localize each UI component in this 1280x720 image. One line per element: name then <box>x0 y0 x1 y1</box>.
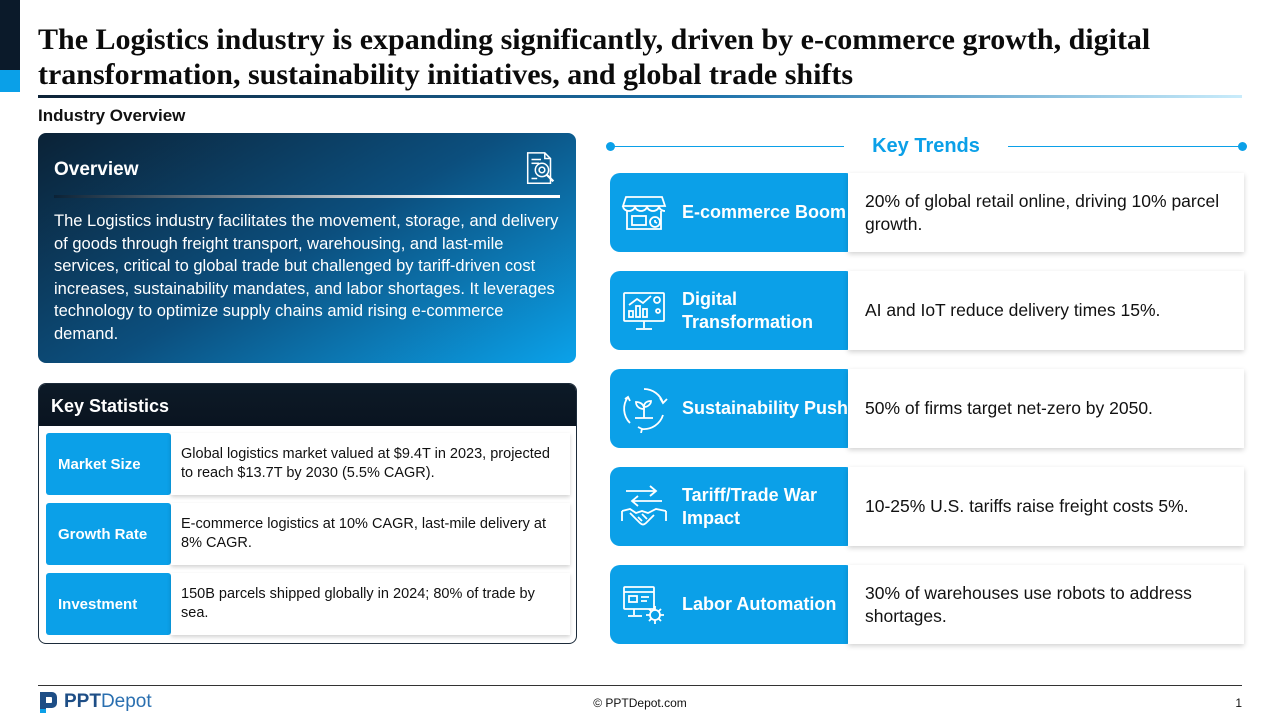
trends-line-right <box>1008 146 1242 147</box>
overview-card: Overview The Logistics industry facilita… <box>38 133 576 363</box>
trend-label: Digital Transformation <box>682 288 814 332</box>
trend-description: 10-25% U.S. tariffs raise freight costs … <box>848 467 1244 546</box>
stat-label: Growth Rate <box>46 503 171 565</box>
trends-line-left <box>610 146 844 147</box>
automation-gear-icon <box>623 586 664 624</box>
section-label: Industry Overview <box>38 106 186 125</box>
handshake-arrows-icon <box>621 485 667 526</box>
stat-label: Investment <box>46 573 171 635</box>
trend-pill: Tariff/Trade War Impact <box>610 467 856 546</box>
overview-divider <box>54 195 560 198</box>
page-title: The Logistics industry is expanding sign… <box>38 23 1151 91</box>
page-number: 1 <box>1235 696 1242 710</box>
trend-pill: Sustainability Push <box>610 369 856 448</box>
trend-ecommerce-boom: E-commerce Boom 20% of global retail onl… <box>610 173 1244 252</box>
trend-description: AI and IoT reduce delivery times 15%. <box>848 271 1244 350</box>
trend-digital-transformation: Digital Transformation AI and IoT reduce… <box>610 271 1244 350</box>
trend-label: Labor Automation <box>682 594 837 614</box>
trend-description: 30% of warehouses use robots to address … <box>848 565 1244 644</box>
stat-value: 150B parcels shipped globally in 2024; 8… <box>171 573 570 635</box>
stat-row-investment: Investment 150B parcels shipped globally… <box>46 573 570 635</box>
logo-text-ppt: PPT <box>64 691 101 712</box>
stat-label: Market Size <box>46 433 171 495</box>
trend-description: 50% of firms target net-zero by 2050. <box>848 369 1244 448</box>
trend-pill: Labor Automation <box>610 565 856 644</box>
footer-divider <box>38 685 1242 686</box>
storefront-icon <box>621 196 667 230</box>
pptdepot-logo: PPTDepot <box>38 689 152 715</box>
title-divider <box>38 95 1242 98</box>
trend-label: E-commerce Boom <box>682 202 847 222</box>
stat-row-market-size: Market Size Global logistics market valu… <box>46 433 570 495</box>
corner-accent-dark <box>0 0 20 70</box>
stat-row-growth-rate: Growth Rate E-commerce logistics at 10% … <box>46 503 570 565</box>
trend-label: Tariff/Trade War Impact <box>682 484 818 528</box>
key-statistics-panel: Key Statistics Market Size Global logist… <box>38 383 577 644</box>
overview-body: The Logistics industry facilitates the m… <box>54 212 559 343</box>
trend-tariff-trade-war: Tariff/Trade War Impact 10-25% U.S. tari… <box>610 467 1244 546</box>
stat-value: Global logistics market valued at $9.4T … <box>171 433 570 495</box>
stat-value: E-commerce logistics at 10% CAGR, last-m… <box>171 503 570 565</box>
trends-line-dot-right <box>1238 142 1247 151</box>
overview-title: Overview <box>54 159 139 180</box>
analytics-monitor-icon <box>623 292 665 330</box>
pptdepot-logo-icon <box>40 692 57 713</box>
trend-pill: E-commerce Boom <box>610 173 856 252</box>
key-trends-title: Key Trends <box>872 135 980 157</box>
document-search-icon <box>526 152 555 185</box>
sustainability-cycle-icon <box>623 388 668 433</box>
trend-sustainability-push: Sustainability Push 50% of firms target … <box>610 369 1244 448</box>
trend-description: 20% of global retail online, driving 10%… <box>848 173 1244 252</box>
copyright-text: © PPTDepot.com <box>593 696 687 710</box>
trend-labor-automation: Labor Automation 30% of warehouses use r… <box>610 565 1244 644</box>
corner-accent-blue <box>0 70 20 92</box>
trend-pill: Digital Transformation <box>610 271 856 350</box>
key-statistics-title: Key Statistics <box>39 384 576 426</box>
logo-text-depot: Depot <box>100 691 152 712</box>
trend-label: Sustainability Push <box>682 398 849 418</box>
